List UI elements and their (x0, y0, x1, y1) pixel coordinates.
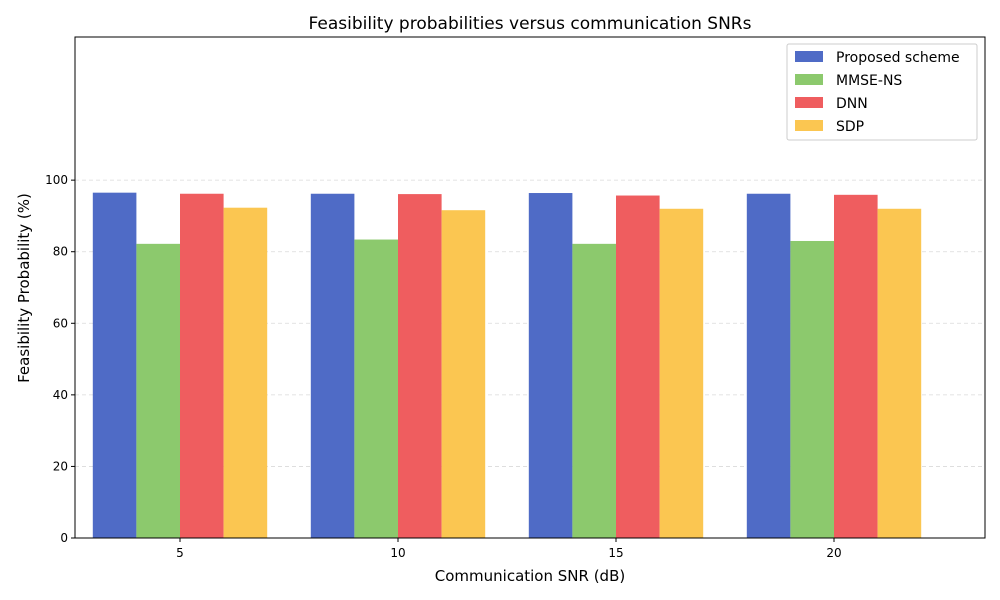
chart-title: Feasibility probabilities versus communi… (309, 14, 752, 34)
bar-sdp-10 (441, 210, 486, 538)
x-tick-label: 20 (826, 546, 841, 560)
bar-proposed-scheme-15 (528, 193, 573, 539)
legend-label: DNN (836, 96, 868, 112)
bar-dnn-5 (180, 193, 224, 538)
legend-label: Proposed scheme (836, 50, 960, 66)
plot-frame (74, 36, 986, 539)
bar-dnn-20 (834, 194, 878, 538)
x-tick-label: 15 (608, 546, 623, 560)
x-tick-label: 5 (176, 546, 184, 560)
legend: Proposed scheme MMSE-NS DNN SDP (786, 43, 978, 141)
y-axis-ticks: 0 20 40 60 80 100 (45, 173, 75, 545)
bar-sdp-20 (877, 208, 922, 538)
legend-swatch (795, 97, 823, 108)
bar-proposed-scheme-20 (746, 193, 791, 538)
legend-frame (786, 43, 978, 141)
bar-sdp-15 (659, 208, 704, 538)
legend-swatch (795, 51, 823, 62)
bar-sdp-5 (223, 207, 268, 538)
x-axis-ticks: 5 10 15 20 (176, 538, 842, 560)
legend-swatch (795, 120, 823, 131)
bar-mmse-ns-15 (572, 243, 616, 538)
bar-proposed-scheme-10 (310, 193, 355, 538)
legend-label: MMSE-NS (836, 73, 902, 89)
legend-swatch (795, 74, 823, 85)
y-tick-label: 80 (53, 245, 68, 259)
y-tick-label: 60 (53, 316, 68, 330)
y-tick-label: 100 (45, 173, 68, 187)
bar-mmse-ns-20 (790, 240, 834, 538)
y-axis-label: Feasibility Probability (%) (15, 193, 33, 383)
x-tick-label: 10 (390, 546, 405, 560)
x-axis-label: Communication SNR (dB) (435, 567, 625, 585)
bar-dnn-10 (398, 194, 442, 538)
y-tick-label: 20 (53, 459, 68, 473)
bars (92, 192, 922, 539)
y-tick-label: 0 (60, 531, 68, 545)
bar-mmse-ns-10 (354, 239, 398, 538)
y-tick-label: 40 (53, 388, 68, 402)
bar-dnn-15 (616, 195, 660, 539)
legend-label: SDP (836, 119, 864, 135)
bar-proposed-scheme-5 (92, 192, 137, 539)
bar-mmse-ns-5 (136, 243, 180, 538)
